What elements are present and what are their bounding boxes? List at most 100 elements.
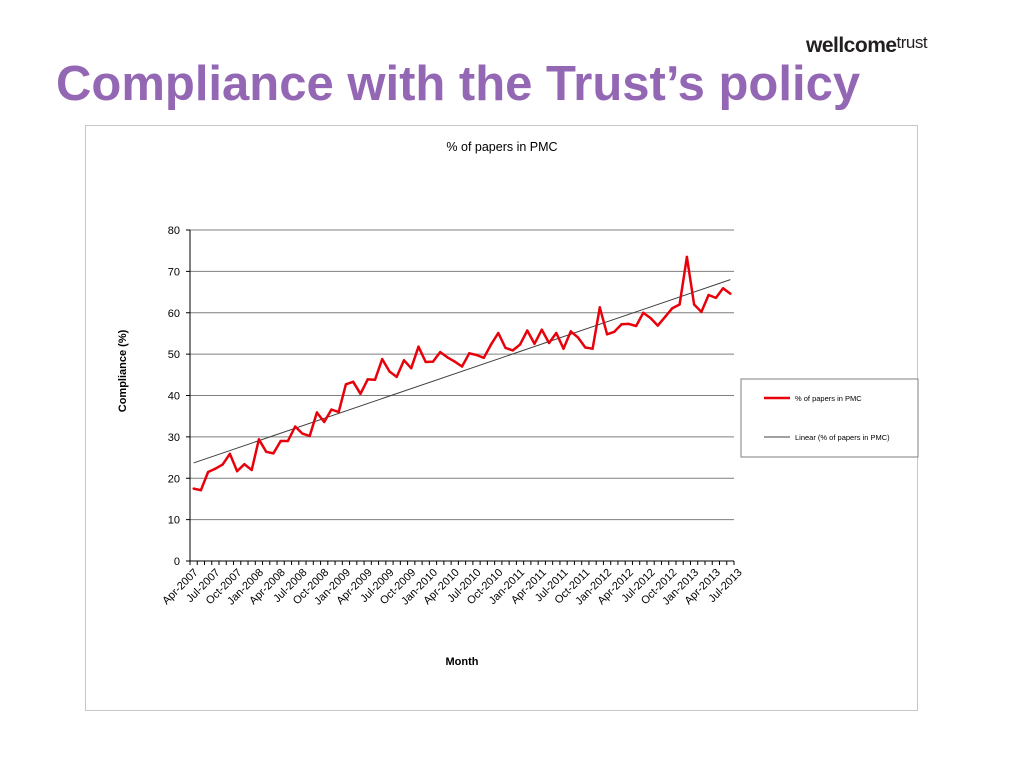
data-point [243, 462, 246, 466]
data-point [214, 467, 217, 470]
data-point [663, 315, 667, 319]
y-tick-label: 50 [168, 349, 180, 361]
data-point [511, 349, 514, 352]
data-point [482, 356, 485, 360]
data-point [417, 345, 420, 348]
data-point [504, 346, 507, 350]
y-tick-label: 80 [168, 225, 180, 237]
data-point [533, 342, 536, 345]
data-point [497, 331, 500, 335]
data-point [228, 452, 232, 456]
data-point [721, 287, 725, 290]
data-point [221, 463, 224, 466]
data-point [235, 470, 239, 473]
series-line-pmc [193, 255, 732, 492]
data-point [627, 322, 631, 326]
data-point [337, 410, 340, 414]
data-point [192, 487, 195, 490]
data-point [605, 333, 609, 336]
data-point [613, 330, 616, 333]
legend-label-series: % of papers in PMC [795, 394, 862, 403]
data-point [330, 408, 333, 411]
data-point [518, 343, 522, 346]
logo-text-bold: wellcome [806, 34, 897, 57]
data-point [475, 353, 478, 357]
data-point [692, 303, 696, 306]
data-point [656, 324, 660, 327]
y-axis-title: Compliance (%) [117, 329, 129, 412]
data-point [584, 346, 587, 349]
y-tick-label: 0 [174, 556, 180, 568]
data-point [620, 323, 623, 326]
chart-svg: 01020304050607080Apr-2007Jul-2007Oct-200… [117, 140, 919, 668]
legend-label-trend: Linear (% of papers in PMC) [795, 433, 890, 442]
data-point [344, 383, 348, 386]
data-point [439, 350, 442, 354]
wellcome-trust-logo: wellcometrust [806, 33, 928, 58]
data-point [293, 425, 297, 428]
trend-line [193, 279, 731, 464]
data-point [402, 359, 406, 362]
data-point [373, 378, 377, 381]
data-point [634, 324, 638, 328]
y-tick-label: 40 [168, 391, 180, 403]
y-tick-label: 70 [168, 266, 180, 278]
data-point [250, 468, 253, 472]
x-axis-title: Month [446, 656, 479, 668]
data-point [308, 434, 311, 438]
legend-box [740, 378, 919, 458]
data-point [489, 343, 493, 346]
data-point [540, 328, 543, 331]
data-point [700, 310, 703, 314]
y-tick-label: 60 [168, 308, 180, 320]
data-point [381, 357, 384, 361]
grid-layer [190, 229, 734, 562]
data-point [547, 341, 551, 345]
data-point [206, 470, 210, 474]
data-point [286, 439, 290, 443]
data-point [591, 347, 594, 350]
data-point [707, 293, 710, 297]
data-point [671, 306, 674, 310]
data-point [257, 438, 261, 441]
data-point [410, 366, 413, 370]
data-point [431, 360, 435, 363]
data-point [685, 255, 689, 259]
logo-text-light: trust [896, 33, 928, 52]
y-tick-label: 20 [168, 473, 180, 485]
data-point [352, 380, 355, 384]
data-point [446, 356, 449, 359]
data-point [279, 439, 282, 443]
data-point [569, 330, 572, 333]
chart-frame: 0 10 20 30 40 50 60 70 80 Apr-2007 Jul-2007 Oct-200… [85, 125, 919, 711]
axis-layer: 01020304050607080Apr-2007Jul-2007Oct-200… [160, 225, 744, 608]
data-point [424, 360, 427, 364]
data-point [468, 352, 471, 355]
data-point [264, 450, 268, 453]
data-point [272, 452, 275, 455]
data-point [576, 336, 580, 339]
data-point [322, 420, 326, 424]
data-point [315, 411, 319, 414]
data-point [526, 329, 529, 332]
data-point [642, 311, 645, 314]
chart-title: % of papers in PMC [446, 140, 557, 154]
y-tick-label: 10 [168, 515, 180, 527]
data-point [460, 365, 464, 368]
page-title: Compliance with the Trust’s policy [56, 57, 861, 111]
data-point [388, 370, 391, 373]
data-point [301, 432, 304, 435]
data-point [714, 296, 718, 300]
data-point [453, 360, 456, 363]
y-tick-label: 30 [168, 432, 180, 444]
series-layer [192, 255, 732, 492]
data-point [562, 347, 565, 350]
data-point [359, 392, 362, 396]
data-point [598, 306, 602, 309]
data-point [649, 316, 652, 320]
data-point [366, 378, 369, 381]
data-point [395, 375, 398, 379]
data-point [199, 489, 203, 492]
data-point [678, 303, 681, 306]
data-point [555, 331, 558, 335]
